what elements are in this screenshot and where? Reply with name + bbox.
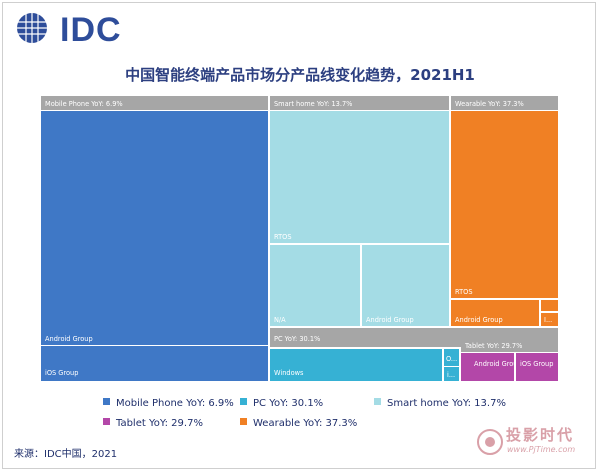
legend-label-tablet: Tablet YoY: 29.7%	[116, 418, 203, 429]
treemap-node-smart-home-android[interactable]	[362, 245, 449, 326]
projector-logo-icon	[477, 429, 503, 455]
watermark-url: www.PjTime.com	[507, 445, 576, 454]
treemap-header-tablet	[461, 338, 558, 352]
treemap-node-label-pc-windows: Windows	[274, 369, 304, 377]
treemap-header-label-smart-home: Smart home YoY: 13.7%	[274, 100, 352, 108]
treemap-node-label-wearable-rtos: RTOS	[455, 288, 473, 296]
treemap-node-label-smart-home-android: Android Group	[366, 316, 414, 324]
watermark: 投影时代 www.PjTime.com	[476, 424, 592, 462]
treemap-node-tablet-ios[interactable]	[516, 353, 558, 381]
treemap-node-pc-i[interactable]	[444, 367, 459, 381]
treemap-node-label-pc-i: i...	[447, 371, 455, 379]
treemap-node-tablet-android[interactable]	[461, 353, 514, 381]
legend-label-wearable: Wearable YoY: 37.3%	[253, 418, 358, 429]
legend-item-smart-home: Smart home YoY: 13.7%	[374, 398, 506, 409]
legend-label-mobile: Mobile Phone YoY: 6.9%	[116, 398, 234, 409]
idc-logo-text: IDC	[60, 11, 122, 49]
legend-swatch-smart-home	[374, 398, 381, 405]
legend-label-pc: PC YoY: 30.1%	[253, 398, 324, 409]
treemap-node-wearable-small[interactable]	[541, 300, 558, 311]
watermark-text: 投影时代	[506, 426, 575, 444]
chart-title: 中国智能终端产品市场分产品线变化趋势，2021H1	[125, 66, 475, 84]
treemap-node-label-mobile-android: Android Group	[45, 335, 93, 343]
idc-globe-icon	[17, 13, 47, 43]
treemap-node-label-smart-home-na: N/A	[274, 316, 286, 324]
treemap-header-label-mobile: Mobile Phone YoY: 6.9%	[45, 100, 123, 108]
treemap-header-label-tablet: Tablet YoY: 29.7%	[464, 342, 522, 350]
treemap-header-label-wearable: Wearable YoY: 37.3%	[455, 100, 524, 108]
legend-item-pc: PC YoY: 30.1%	[240, 398, 323, 409]
treemap-node-label-tablet-android: Android Group	[474, 360, 522, 368]
treemap-node-label-wearable-android: Android Group	[455, 316, 503, 324]
treemap-header-wearable	[451, 96, 558, 110]
legend-item-tablet: Tablet YoY: 29.7%	[103, 418, 203, 429]
legend-swatch-tablet	[103, 418, 110, 425]
idc-logo: IDC	[14, 10, 124, 49]
legend-item-wearable: Wearable YoY: 37.3%	[240, 418, 357, 429]
treemap-node-smart-home-rtos[interactable]	[270, 111, 449, 243]
treemap-node-mobile-android[interactable]	[41, 111, 268, 345]
legend-swatch-pc	[240, 398, 247, 405]
legend-swatch-wearable	[240, 418, 247, 425]
treemap-node-label-tablet-ios: iOS Group	[520, 360, 553, 368]
source-note: 来源：IDC中国，2021	[14, 449, 118, 460]
treemap-node-pc-o[interactable]	[444, 349, 459, 366]
treemap-node-wearable-rtos[interactable]	[451, 111, 558, 298]
treemap-node-label-pc-o: O...	[446, 355, 457, 363]
tablet-android-label: Android Group	[474, 360, 522, 368]
treemap-node-mobile-ios[interactable]	[41, 346, 268, 381]
treemap-node-wearable-android[interactable]	[451, 300, 539, 326]
legend-item-mobile: Mobile Phone YoY: 6.9%	[103, 398, 234, 409]
treemap-node-wearable-i[interactable]	[541, 313, 558, 326]
treemap-node-label-wearable-i: I...	[544, 316, 552, 324]
legend-swatch-mobile	[103, 398, 110, 405]
treemap-node-label-mobile-ios: iOS Group	[45, 369, 78, 377]
treemap-node-smart-home-na[interactable]	[270, 245, 360, 326]
treemap-header-label-pc: PC YoY: 30.1%	[274, 335, 320, 343]
treemap-node-label-smart-home-rtos: RTOS	[274, 233, 292, 241]
treemap-node-pc-windows[interactable]	[270, 349, 442, 381]
treemap-header-mobile	[41, 96, 268, 110]
treemap-header-smart-home	[270, 96, 449, 110]
legend-label-smart-home: Smart home YoY: 13.7%	[387, 398, 506, 409]
figure-frame	[2, 2, 596, 469]
